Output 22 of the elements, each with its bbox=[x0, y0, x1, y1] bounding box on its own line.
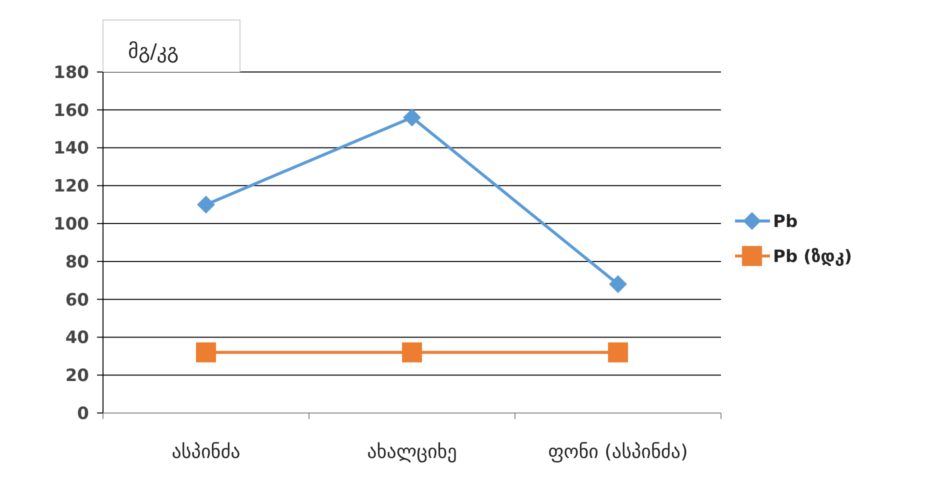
y-axis-title: მგ/კგ bbox=[128, 39, 179, 63]
legend-label: Pb bbox=[773, 212, 798, 232]
point bbox=[402, 342, 422, 362]
y-tick-label: 40 bbox=[65, 328, 90, 348]
x-tick-label: ასპინძა bbox=[172, 441, 240, 463]
x-tick-label: ფონი (ასპინძა) bbox=[548, 441, 688, 463]
point bbox=[609, 275, 627, 294]
point bbox=[196, 342, 216, 362]
y-tick-label: 60 bbox=[65, 290, 90, 310]
y-tick-label: 160 bbox=[54, 100, 90, 121]
y-tick-label: 0 bbox=[77, 404, 90, 424]
y-tick-label: 180 bbox=[54, 62, 90, 83]
point bbox=[608, 342, 628, 362]
y-tick-label: 140 bbox=[54, 138, 90, 159]
y-tick-label: 20 bbox=[65, 366, 90, 386]
legend-label: Pb (ზდკ) bbox=[773, 246, 852, 267]
x-tick-label: ახალციხე bbox=[367, 441, 457, 463]
y-tick-label: 80 bbox=[65, 252, 90, 272]
y-tick-label: 100 bbox=[54, 214, 90, 235]
point bbox=[403, 108, 421, 126]
point bbox=[197, 196, 215, 214]
y-tick-label: 120 bbox=[54, 176, 90, 197]
